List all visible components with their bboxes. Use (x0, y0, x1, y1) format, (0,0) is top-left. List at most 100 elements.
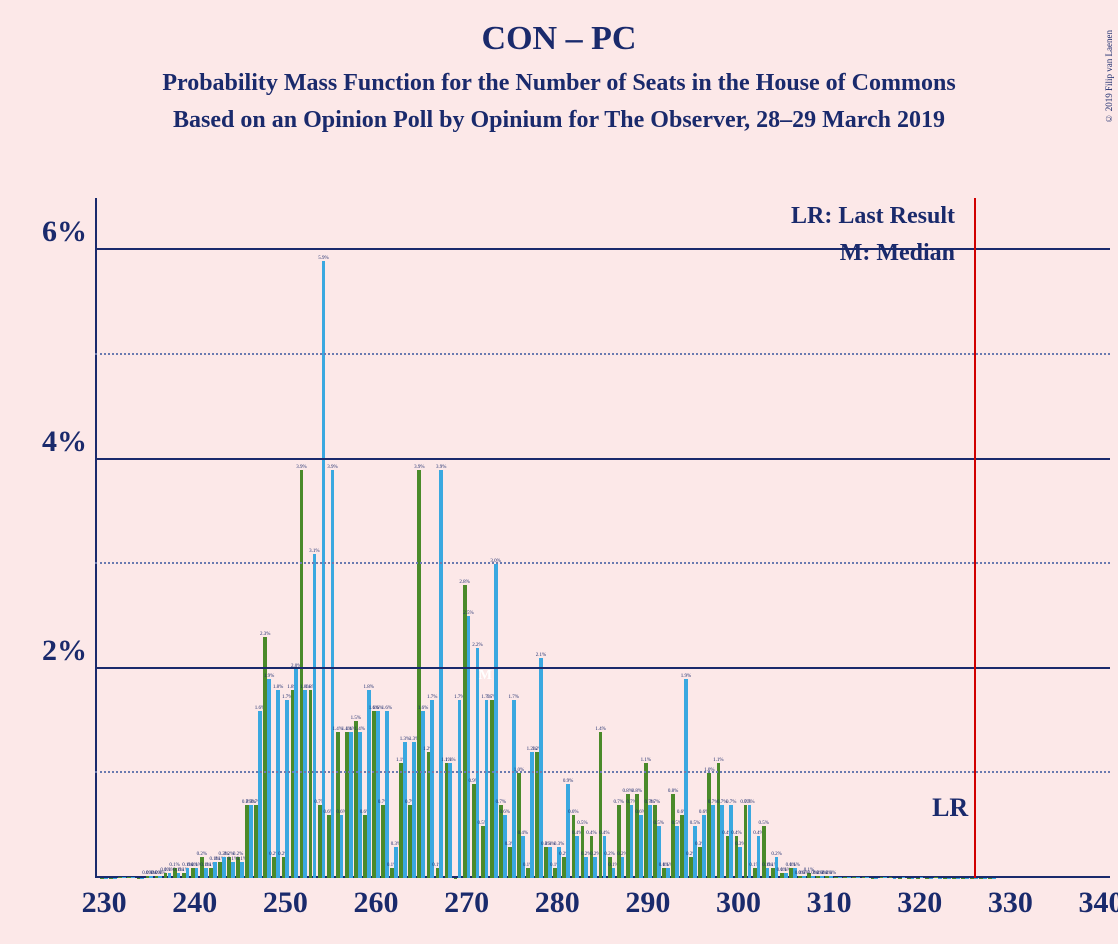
bar-value-label: 2.1% (536, 653, 546, 658)
bar-value-label: 0.8% (632, 789, 642, 794)
bar-blue: 1.8% (276, 690, 280, 878)
bar-blue: 0.7% (630, 805, 634, 878)
bar-value-label: 0.7% (726, 800, 736, 805)
legend-lr: LR: Last Result (791, 203, 955, 230)
bar-blue: 0.1% (204, 868, 208, 878)
last-result-marker (974, 198, 976, 878)
bar-blue: 0.1% (784, 873, 788, 878)
bar-blue (847, 877, 851, 878)
bar-blue (856, 877, 860, 878)
bar-blue (911, 878, 915, 879)
bar-value-label: 0.2% (604, 852, 614, 857)
bar-blue: 0.3% (738, 847, 742, 878)
bar-blue: 0.1% (231, 862, 235, 878)
bar-blue: 2.5% (467, 616, 471, 878)
bar-blue: 0.3% (394, 847, 398, 878)
gridline-dotted (95, 562, 1110, 564)
bar-blue: 1.9% (267, 679, 271, 878)
bar-value-label: 3.9% (414, 465, 424, 470)
bar-value-label: 2.3% (260, 632, 270, 637)
bar-blue (874, 878, 878, 879)
bar-value-label: 1.6% (418, 706, 428, 711)
bar-blue: 0.5% (693, 826, 697, 878)
bar-value-label: 1.6% (382, 706, 392, 711)
bar-blue: 0.6% (340, 815, 344, 878)
bar-blue: 0.2% (584, 857, 588, 878)
bar-value-label: 1.5% (351, 716, 361, 721)
bar-value-label: 0.5% (577, 821, 587, 826)
chart-subtitle-2: Based on an Opinion Poll by Opinium for … (0, 107, 1118, 134)
x-tick-label: 230 (82, 886, 127, 920)
bar-blue: 0.2% (621, 857, 625, 878)
bar-blue (838, 877, 842, 878)
bar-blue (929, 878, 933, 879)
bar-value-label: 1.8% (364, 685, 374, 690)
bar-value-label: 0.1% (789, 863, 799, 868)
bar-blue: 1.6% (385, 711, 389, 878)
bar-blue: 3.0% (494, 564, 498, 878)
x-tick-label: 240 (172, 886, 217, 920)
bar-blue: 1.7% (512, 700, 516, 878)
bar-value-label: 1.9% (264, 674, 274, 679)
bar-blue: 0.5% (657, 826, 661, 878)
bar-value-label: 0.7% (496, 800, 506, 805)
x-tick-label: 320 (897, 886, 942, 920)
bar-blue: 0.2% (222, 857, 226, 878)
bar-blue (983, 878, 987, 879)
y-tick-label: 4% (42, 425, 87, 459)
y-tick-label: 2% (42, 634, 87, 668)
bars-container: 0.0%0.0%0.0%0.0%0.1%0.1%0.1%0.1%0.1%0.1%… (95, 198, 1110, 878)
bar-value-label: 0.5% (758, 821, 768, 826)
x-tick-label: 310 (807, 886, 852, 920)
gridline-dotted (95, 771, 1110, 773)
bar-blue: 0.1% (766, 868, 770, 878)
bar-blue (920, 877, 924, 878)
copyright-text: © 2019 Filip van Laenen (1104, 30, 1114, 123)
bar-blue: 3.1% (313, 554, 317, 878)
bar-blue (104, 878, 108, 879)
bar-blue (122, 877, 126, 878)
gridline-solid (95, 248, 1110, 250)
bar-value-label: 1.7% (509, 695, 519, 700)
bar-blue (956, 878, 960, 879)
bar-value-label: 1.4% (595, 727, 605, 732)
chart-plot-area: 0.0%0.0%0.0%0.0%0.1%0.1%0.1%0.1%0.1%0.1%… (95, 198, 1110, 878)
bar-blue (113, 878, 117, 879)
bar-blue: 1.6% (376, 711, 380, 878)
bar-value-label: 0.7% (613, 800, 623, 805)
bar-blue (965, 878, 969, 879)
bar-blue: 1.7% (458, 700, 462, 878)
bar-value-label: 0.6% (568, 810, 578, 815)
bar-value-label: 0.5% (690, 821, 700, 826)
bar-value-label: 2.8% (459, 580, 469, 585)
bar-blue: 1.7% (430, 700, 434, 878)
bar-value-label: 1.8% (273, 685, 283, 690)
bar-value-label: 5.9% (318, 256, 328, 261)
bar-blue (938, 878, 942, 879)
x-tick-label: 270 (444, 886, 489, 920)
x-tick-label: 340 (1078, 886, 1118, 920)
bar-blue: 0.2% (593, 857, 597, 878)
bar-blue: 0.0% (829, 876, 833, 878)
gridline-solid (95, 667, 1110, 669)
bar-blue: 0.7% (711, 805, 715, 878)
bar-blue: 1.8% (367, 690, 371, 878)
bar-blue: 0.7% (729, 805, 733, 878)
bar-blue: 1.6% (421, 711, 425, 878)
bar-value-label: 3.9% (327, 465, 337, 470)
bar-blue (865, 877, 869, 878)
bar-blue: 0.1% (666, 868, 670, 878)
lr-label: LR (932, 793, 968, 823)
bar-blue: 1.9% (684, 679, 688, 878)
bar-blue: 0.0% (811, 876, 815, 878)
bar-value-label: 0.9% (563, 779, 573, 784)
bar-value-label: 0.4% (599, 831, 609, 836)
bar-blue (902, 877, 906, 878)
bar-value-label: 3.9% (436, 465, 446, 470)
bar-blue: 0.6% (639, 815, 643, 878)
bar-blue: 0.1% (177, 873, 181, 878)
bar-value-label: 2.2% (472, 643, 482, 648)
bar-blue: 0.1% (186, 868, 190, 878)
x-tick-label: 280 (535, 886, 580, 920)
bar-blue: 3.9% (439, 470, 443, 878)
